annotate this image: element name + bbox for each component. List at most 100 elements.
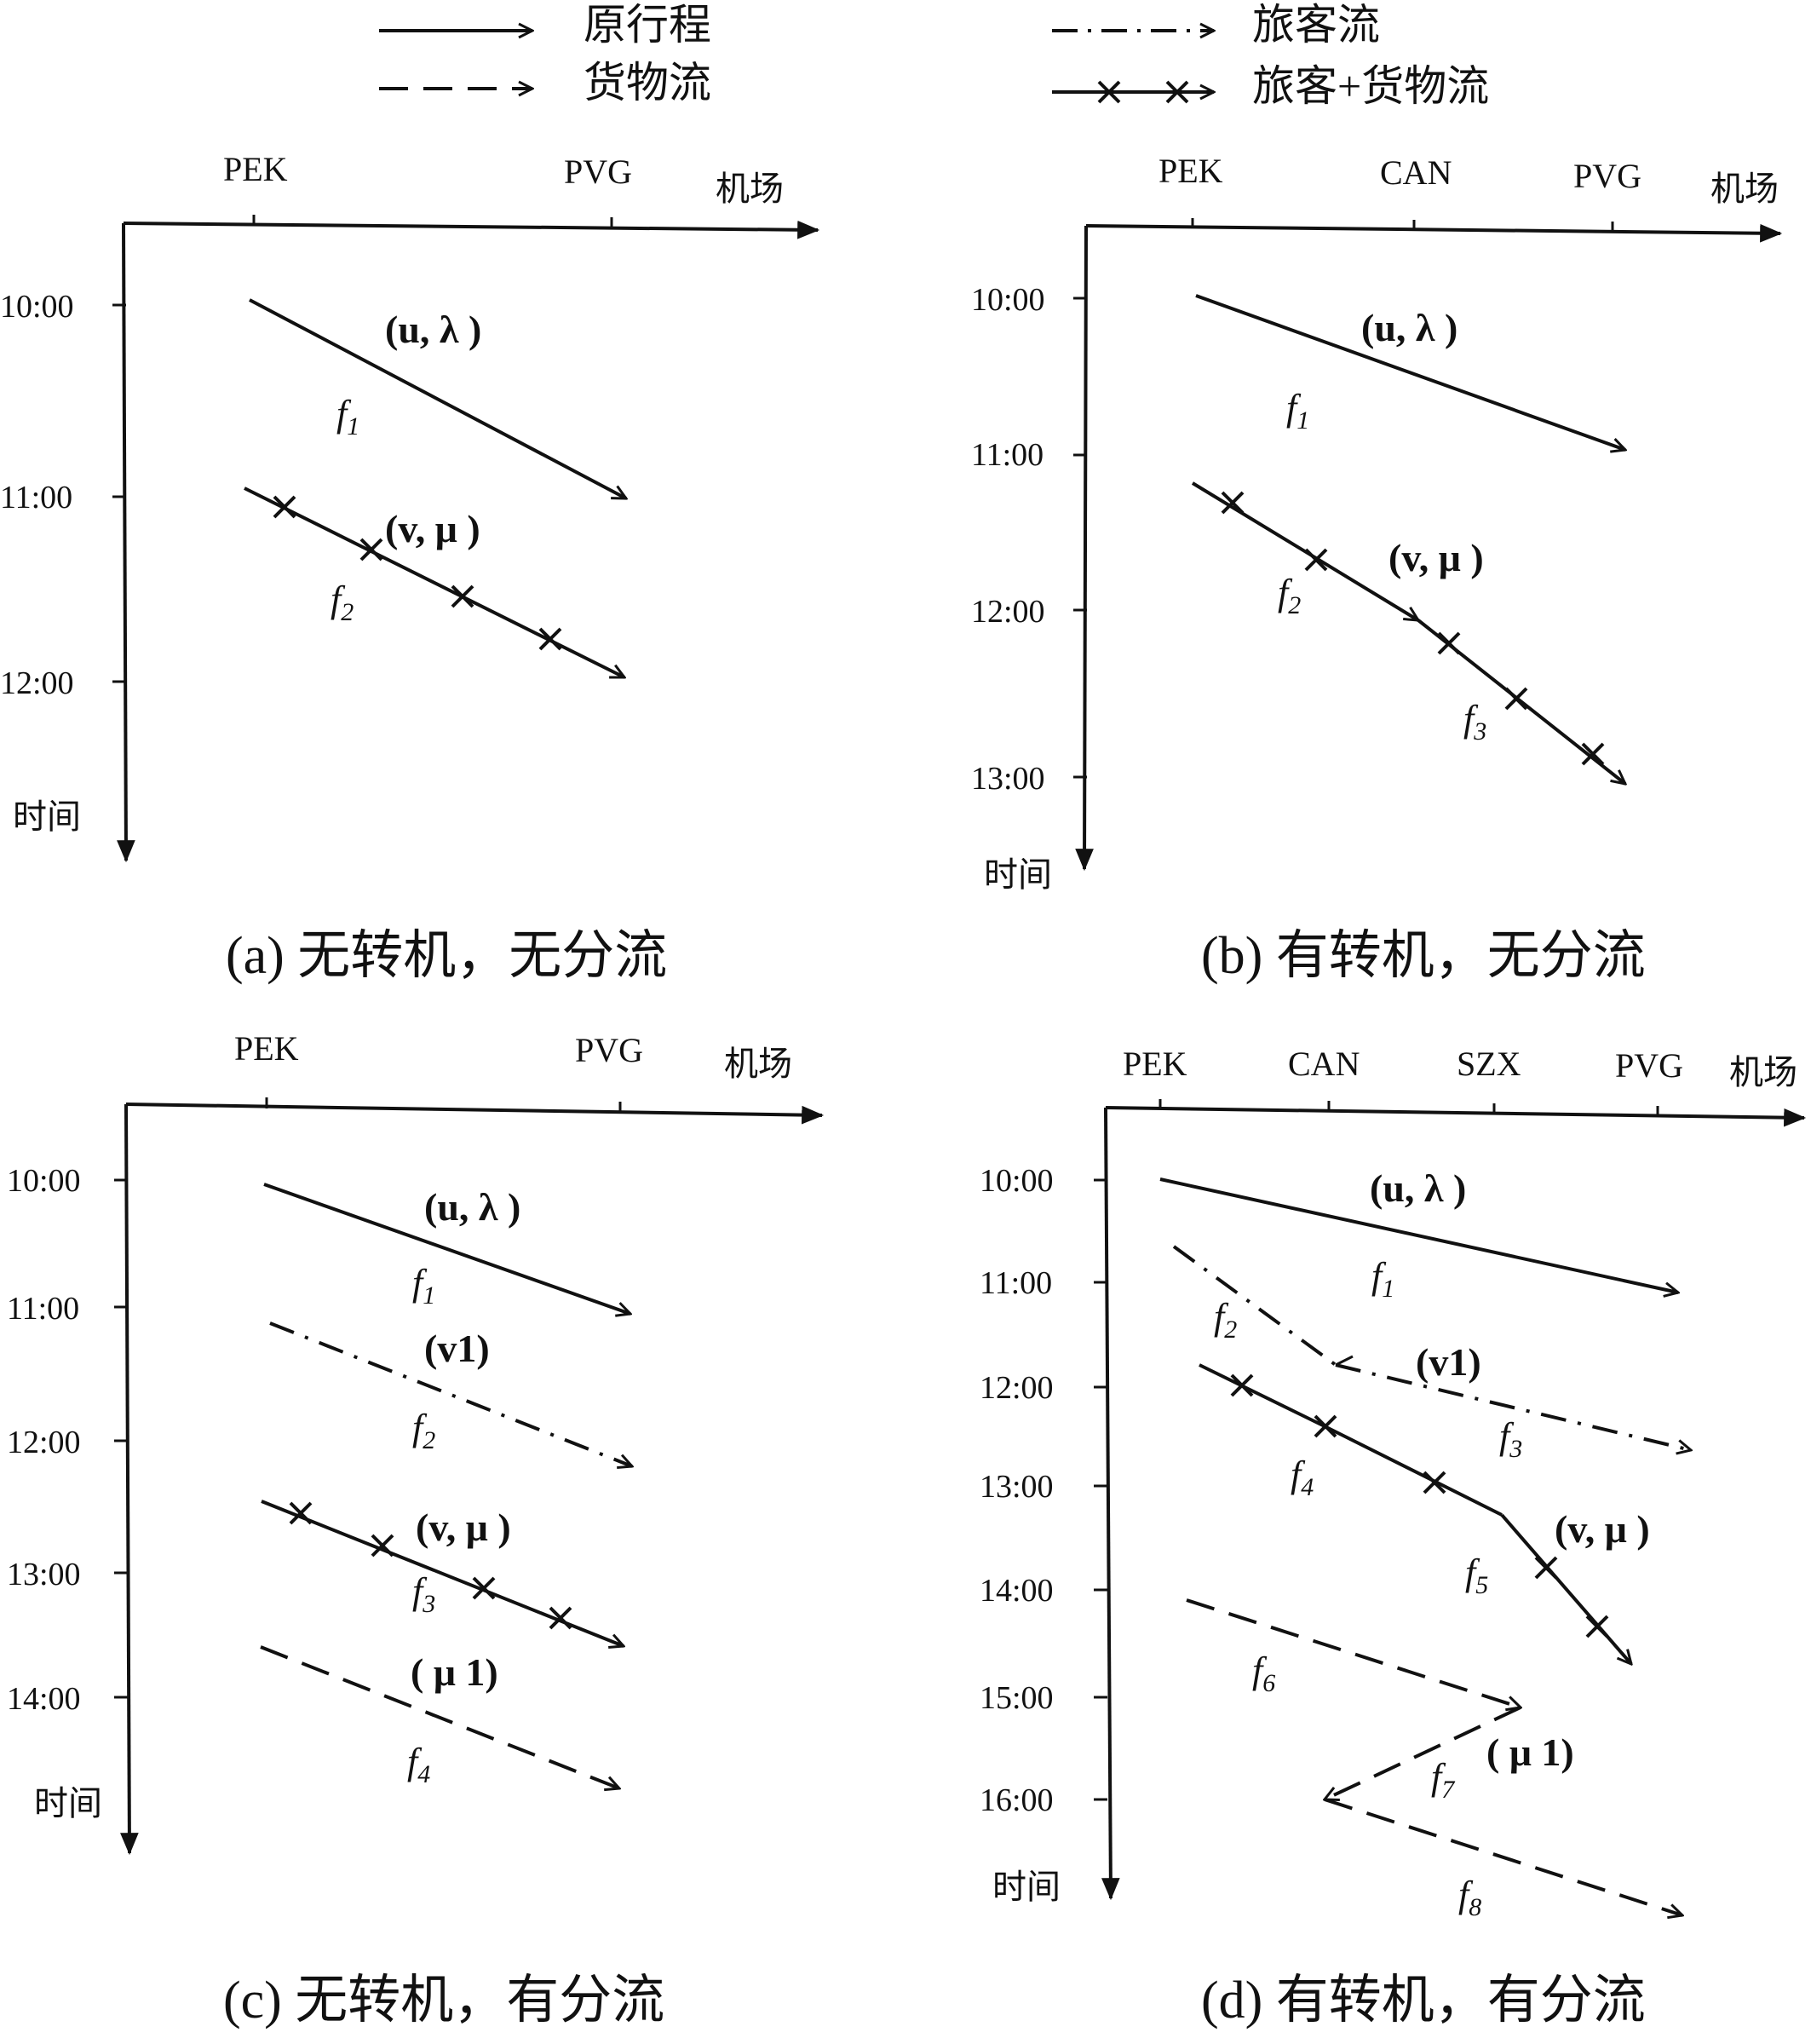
panel-a-x-axis (123, 220, 820, 239)
panel-c-flow-label-f2: f2 (412, 1407, 435, 1454)
panel-a-flow-f2 (244, 487, 624, 679)
panel-d-time-1100: 11:00 (980, 1265, 1052, 1301)
panel-c-airport-pek: PEK (234, 1029, 299, 1068)
panel-b-y-axis-name: 时间 (984, 855, 1052, 894)
panel-d-segment-label-v1: (v1) (1416, 1340, 1481, 1384)
panel-d-time-1000: 10:00 (980, 1163, 1054, 1199)
panel-a-airport-pek: PEK (223, 150, 288, 188)
panel-a-airport-pvg: PVG (564, 153, 632, 191)
panel-c-flow-label-f1: f1 (412, 1262, 435, 1310)
panel-d-flow-f8 (1324, 1798, 1682, 1915)
panel-b-segment-label-u: (u, λ ) (1361, 306, 1457, 349)
panel-d-cross-markers (1230, 1373, 1609, 1638)
legend-label-solid: 原行程 (584, 1, 711, 49)
panel-d-flow-label-f5: f5 (1465, 1552, 1488, 1599)
panel-d-time-1500: 15:00 (980, 1680, 1054, 1716)
panel-c-airport-pvg: PVG (575, 1031, 643, 1069)
legend-item-cross: 旅客+货物流 (1052, 62, 1489, 110)
panel-b-time-1300: 13:00 (971, 761, 1045, 797)
panel-b-time-1000: 10:00 (971, 282, 1045, 318)
panel-d-airport-pek: PEK (1123, 1045, 1187, 1083)
panel-d-segment-label-u: (u, λ ) (1370, 1166, 1466, 1210)
panel-b-y-axis (1075, 225, 1094, 872)
panel-d-time-1400: 14:00 (980, 1573, 1054, 1609)
legend-label-dash: 货物流 (584, 59, 711, 107)
panel-c-segment-label-u: (u, λ ) (424, 1185, 520, 1229)
panel-d-caption: (d) 有转机，有分流 (1201, 1972, 1646, 2030)
legend-item-dash: 货物流 (379, 59, 711, 107)
panel-b-time-1200: 12:00 (971, 594, 1045, 630)
panel-c-time-1000: 10:00 (7, 1163, 81, 1199)
panel-c-y-axis (120, 1103, 139, 1856)
panel-c-flow-f1 (263, 1183, 630, 1314)
panel-a-flow-label-f1: f1 (336, 393, 359, 440)
panel-a-caption: (a) 无转机，无分流 (226, 927, 667, 985)
panel-b-flow-label-f1: f1 (1286, 387, 1309, 435)
panel-b-caption: (b) 有转机，无分流 (1201, 927, 1646, 985)
panel-a-y-axis (117, 222, 135, 863)
panel-a-time-1200: 12:00 (0, 665, 74, 701)
panel-c-y-axis-name: 时间 (34, 1784, 102, 1822)
panel-d: PEK CAN SZX PVG 机场 10:00 11:00 12:00 13:… (980, 1045, 1807, 2030)
panel-b-airport-can: CAN (1380, 153, 1452, 192)
panel-a: PEK PVG 机场 10:00 11:00 12:00 时间 (u, λ ) … (0, 150, 820, 985)
legend-label-cross: 旅客+货物流 (1252, 62, 1489, 110)
panel-b-time-1100: 11:00 (971, 437, 1043, 473)
panel-a-cross-markers (273, 495, 562, 651)
panel-d-y-axis-name: 时间 (992, 1868, 1061, 1906)
panel-d-segment-label-mu1: ( μ 1) (1486, 1730, 1574, 1774)
panel-d-time-1600: 16:00 (980, 1782, 1054, 1818)
panel-b-flow-label-f3: f3 (1463, 698, 1486, 746)
legend-item-solid: 原行程 (379, 1, 711, 49)
panel-d-airport-can: CAN (1288, 1045, 1360, 1083)
panel-c-time-1200: 12:00 (7, 1425, 81, 1460)
panel-d-flow-f1 (1159, 1177, 1678, 1293)
panel-b-airport-pek: PEK (1158, 152, 1223, 190)
panel-b-airport-pvg: PVG (1573, 157, 1641, 195)
panel-b-cross-markers (1221, 491, 1605, 766)
panel-d-flow-f3 (1335, 1363, 1691, 1450)
panel-c-x-axis (125, 1103, 825, 1125)
panel-d-flow-f2 (1172, 1245, 1337, 1367)
panel-c-cross-markers (289, 1501, 572, 1630)
panel-d-flow-label-f6: f6 (1252, 1650, 1275, 1697)
panel-d-flow-f6 (1186, 1598, 1521, 1707)
panel-c-flow-label-f3: f3 (412, 1570, 435, 1618)
panel-a-time-1000: 10:00 (0, 289, 74, 325)
legend-label-dashdot: 旅客流 (1252, 1, 1380, 49)
panel-b-segment-label-v: (v, μ ) (1388, 536, 1484, 579)
panel-d-flow-label-f2: f2 (1214, 1296, 1237, 1344)
panel-c-time-1100: 11:00 (7, 1291, 79, 1327)
panel-d-flow-f5 (1500, 1513, 1631, 1664)
panel-a-flow-label-f2: f2 (331, 579, 354, 626)
panel-b-x-axis-name: 机场 (1710, 170, 1779, 208)
panel-c-caption: (c) 无转机，有分流 (223, 1972, 664, 2030)
panel-d-flow-f7 (1325, 1706, 1521, 1799)
panel-a-segment-label-u: (u, λ ) (385, 308, 481, 351)
panel-a-y-axis-name: 时间 (13, 797, 81, 836)
panel-d-time-1200: 12:00 (980, 1370, 1054, 1406)
panel-a-flow-f1 (249, 298, 626, 500)
panel-d-segment-label-v: (v, μ ) (1555, 1507, 1650, 1551)
panel-d-flow-label-f1: f1 (1371, 1255, 1394, 1303)
panel-d-x-axis (1105, 1106, 1807, 1127)
legend-item-dashdot: 旅客流 (1052, 1, 1380, 49)
panel-b: PEK CAN PVG 机场 10:00 11:00 12:00 13:00 时… (971, 152, 1783, 985)
panel-d-time-1300: 13:00 (980, 1469, 1054, 1505)
panel-d-y-axis (1101, 1107, 1120, 1901)
panel-b-x-axis (1085, 223, 1783, 243)
panel-d-flow-label-f3: f3 (1499, 1415, 1522, 1463)
panel-c-time-1400: 14:00 (7, 1681, 81, 1717)
panel-d-flow-label-f7: f7 (1431, 1756, 1456, 1804)
panel-a-time-1100: 11:00 (0, 480, 72, 515)
panel-b-flow-f2 (1191, 481, 1418, 620)
panel-c-flow-f2 (269, 1321, 632, 1466)
panel-b-flow-f1 (1195, 294, 1625, 450)
panel-b-flow-label-f2: f2 (1278, 572, 1301, 619)
panel-c-segment-label-v: (v, μ ) (416, 1506, 511, 1549)
panel-c-time-1300: 13:00 (7, 1557, 81, 1592)
panel-a-x-axis-name: 机场 (716, 170, 784, 208)
panel-c-flow-label-f4: f4 (407, 1741, 430, 1788)
